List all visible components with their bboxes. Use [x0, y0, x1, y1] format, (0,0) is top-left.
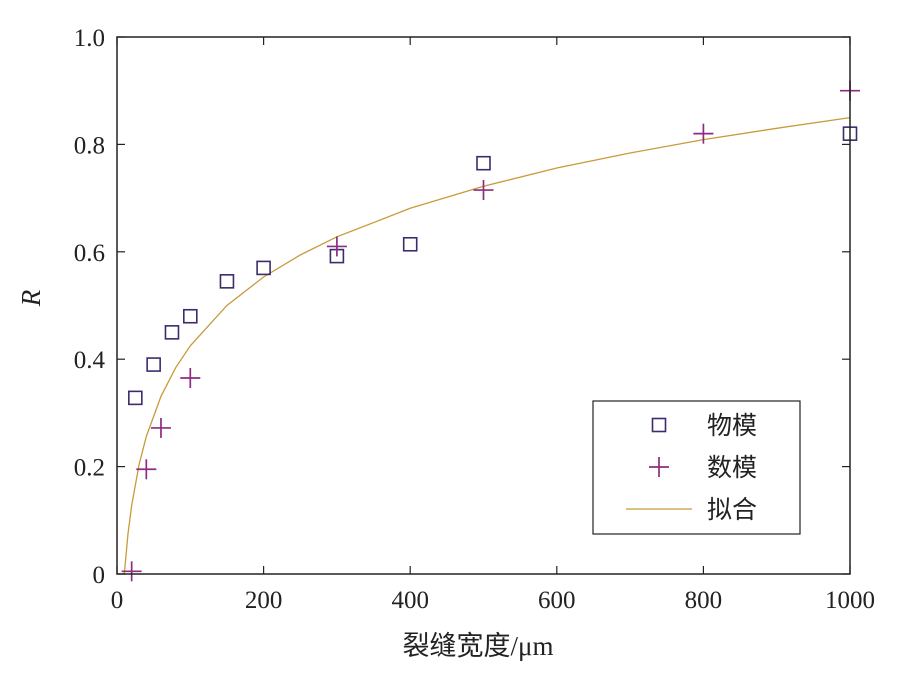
- data-point-plus: [121, 561, 142, 582]
- x-axis-label: 裂缝宽度/μm: [403, 631, 554, 661]
- data-point-plus: [180, 367, 201, 388]
- y-tick-label: 1.0: [74, 25, 105, 52]
- plot-frame: [116, 36, 851, 575]
- legend-box: [592, 400, 801, 535]
- axis-ticks: 0 200 400 600 800 1000 0 0.2 0.4 0.6 0.8 1.0: [74, 25, 875, 614]
- legend-label: 拟合: [707, 495, 757, 524]
- legend-marker-plus: [649, 457, 669, 477]
- data-point-plus: [136, 459, 157, 480]
- y-tick-label: 0.4: [74, 347, 106, 374]
- data-point-square: [164, 325, 180, 340]
- data-point-square: [183, 308, 198, 324]
- data-point-square: [256, 260, 271, 276]
- y-tick-label: 0: [93, 562, 106, 589]
- legend-marker-square: [651, 417, 667, 433]
- x-tick-label: 600: [538, 587, 576, 614]
- data-point-square: [476, 155, 491, 171]
- y-axis-label: R: [16, 289, 46, 307]
- legend-label: 物模: [707, 411, 757, 440]
- data-point-square: [146, 357, 161, 372]
- data-point-square: [402, 236, 418, 252]
- x-tick-label: 800: [685, 587, 723, 614]
- x-tick-label: 0: [111, 587, 124, 614]
- data-point-plus: [326, 236, 347, 257]
- y-tick-label: 0.2: [74, 455, 105, 482]
- y-tick-label: 0.6: [74, 240, 105, 267]
- data-point-square: [128, 390, 143, 406]
- fit-curve: [123, 116, 851, 575]
- data-point-plus: [693, 123, 714, 144]
- x-tick-label: 1000: [825, 587, 875, 614]
- y-tick-label: 0.8: [74, 132, 105, 159]
- data-point-square: [219, 274, 235, 289]
- x-tick-label: 200: [245, 587, 283, 614]
- x-tick-label: 400: [391, 587, 429, 614]
- data-point-plus: [473, 180, 494, 201]
- data-point-plus: [150, 417, 171, 438]
- legend-label: 数模: [707, 453, 757, 482]
